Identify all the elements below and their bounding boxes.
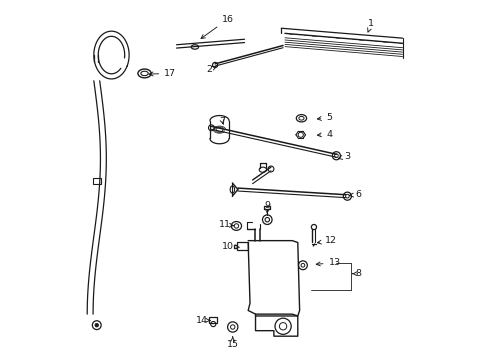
Text: 2: 2 bbox=[206, 65, 216, 74]
Text: 9: 9 bbox=[264, 201, 270, 213]
Text: 4: 4 bbox=[317, 130, 331, 139]
Bar bbox=[93, 178, 101, 184]
Text: 17: 17 bbox=[149, 69, 176, 78]
Bar bbox=[237, 243, 248, 250]
Text: 14: 14 bbox=[195, 316, 210, 325]
Text: 10: 10 bbox=[222, 242, 239, 251]
Text: 8: 8 bbox=[352, 269, 361, 278]
Bar bbox=[209, 317, 217, 323]
Text: 15: 15 bbox=[226, 337, 238, 349]
Text: 11: 11 bbox=[219, 220, 233, 229]
Text: 16: 16 bbox=[201, 14, 233, 39]
Text: 6: 6 bbox=[349, 190, 361, 199]
Text: 12: 12 bbox=[317, 236, 336, 245]
Text: 7: 7 bbox=[219, 117, 225, 126]
Text: 13: 13 bbox=[316, 258, 340, 267]
Text: 3: 3 bbox=[338, 152, 350, 161]
Text: 1: 1 bbox=[367, 19, 373, 32]
Ellipse shape bbox=[95, 323, 99, 327]
Text: 5: 5 bbox=[317, 113, 331, 122]
